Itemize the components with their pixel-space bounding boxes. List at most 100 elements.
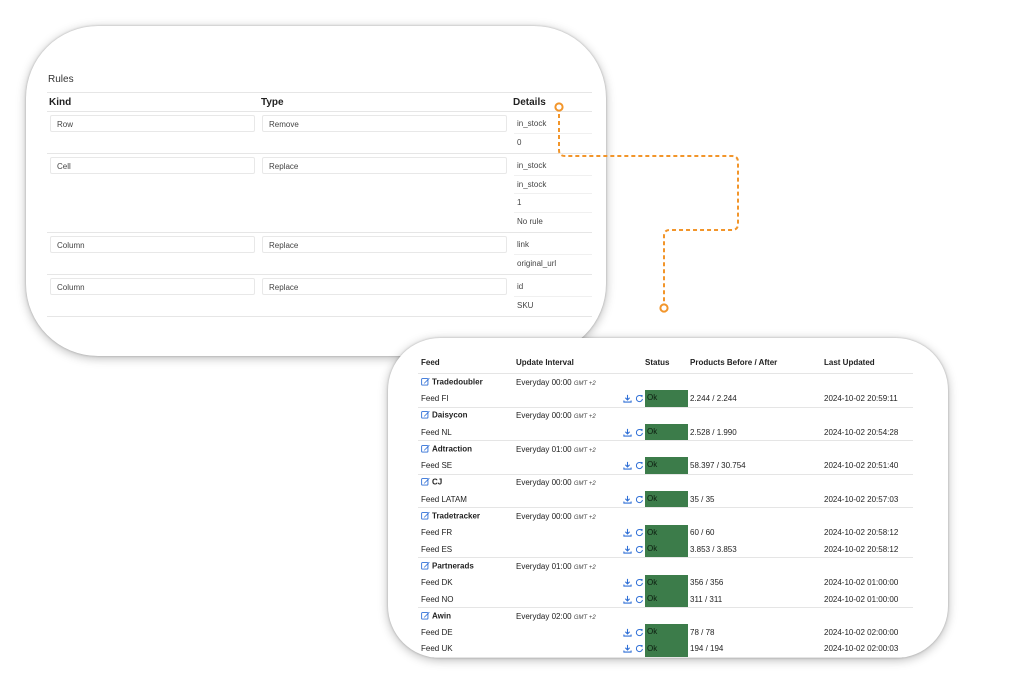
network-name-cell: CJ <box>418 477 516 488</box>
rule-row: Column Replace link original_url <box>47 233 592 275</box>
network-name[interactable]: Adtraction <box>432 444 472 454</box>
refresh-icon[interactable] <box>634 393 644 403</box>
rule-detail-value: SKU <box>517 300 534 310</box>
feed-actions <box>619 544 645 554</box>
feeds-panel: Feed Update Interval Status Products Bef… <box>388 338 948 658</box>
feed-name: Feed UK <box>421 644 453 654</box>
refresh-icon[interactable] <box>634 578 644 588</box>
network-row: Tradetracker Everyday 00:00 GMT +2 <box>418 508 913 524</box>
rule-details: id SKU <box>511 278 592 314</box>
network-name[interactable]: Daisycon <box>432 410 468 420</box>
update-interval-time: Everyday 00:00 <box>516 478 572 488</box>
network-name-cell: Adtraction <box>418 444 516 455</box>
rule-type-field[interactable]: Remove <box>262 115 507 132</box>
download-icon[interactable] <box>622 461 632 471</box>
header-status: Status <box>645 357 670 367</box>
refresh-icon[interactable] <box>634 544 644 554</box>
network-name-cell: Tradetracker <box>418 511 516 522</box>
feed-row: Feed FI Ok 2.244 / 2.244 2024-10-02 20:59:1… <box>418 390 913 408</box>
network-name-cell: Tradedoubler <box>418 377 516 388</box>
edit-icon[interactable] <box>421 561 430 572</box>
refresh-icon[interactable] <box>634 644 644 654</box>
edit-icon[interactable] <box>421 611 430 622</box>
network-name[interactable]: Partnerads <box>432 561 474 571</box>
feeds-body: Tradedoubler Everyday 00:00 GMT +2 Feed FI… <box>418 374 913 658</box>
download-icon[interactable] <box>622 628 632 638</box>
network-name-cell: Awin <box>418 611 516 622</box>
refresh-icon[interactable] <box>634 528 644 538</box>
rules-table: Kind Type Details Row Remove in_stock 0 Cell… <box>47 92 592 317</box>
feed-row: Feed SE Ok 58.397 / 30.754 2024-10-02 20:51… <box>418 457 913 475</box>
feed-row: Feed NL Ok 2.528 / 1.990 2024-10-02 20:54:2… <box>418 423 913 442</box>
status-badge: Ok <box>645 624 688 641</box>
edit-icon[interactable] <box>421 511 430 522</box>
status-badge: Ok <box>645 590 688 608</box>
header-update-interval: Update Interval <box>516 357 574 367</box>
feed-actions <box>619 578 645 588</box>
rule-row: Column Replace id SKU <box>47 275 592 317</box>
rule-type-field[interactable]: Replace <box>262 157 507 174</box>
rule-type-field[interactable]: Replace <box>262 236 507 253</box>
refresh-icon[interactable] <box>634 494 644 504</box>
timezone-label: GMT +2 <box>573 380 596 387</box>
feed-actions <box>619 427 645 437</box>
header-kind: Kind <box>49 96 72 108</box>
update-interval: Everyday 02:00 GMT +2 <box>516 612 619 621</box>
products-count: 2.528 / 1.990 <box>690 427 737 437</box>
last-updated: 2024-10-02 20:59:11 <box>824 393 898 403</box>
last-updated: 2024-10-02 01:00:00 <box>824 578 899 588</box>
last-updated: 2024-10-02 20:51:40 <box>824 461 899 471</box>
rule-type-field[interactable]: Replace <box>262 278 507 295</box>
rule-kind-field[interactable]: Row <box>50 115 255 132</box>
last-updated: 2024-10-02 02:00:03 <box>824 644 899 654</box>
network-name[interactable]: Awin <box>432 611 451 621</box>
feed-row: Feed LATAM Ok 35 / 35 2024-10-02 20:57:03 <box>418 491 913 509</box>
update-interval: Everyday 00:00 GMT +2 <box>516 478 619 487</box>
edit-icon[interactable] <box>421 410 430 421</box>
download-icon[interactable] <box>622 644 632 654</box>
feed-name: Feed LATAM <box>421 494 467 504</box>
download-icon[interactable] <box>622 578 632 588</box>
update-interval-time: Everyday 00:00 <box>516 377 572 387</box>
download-icon[interactable] <box>622 528 632 538</box>
refresh-icon[interactable] <box>634 427 644 437</box>
rule-details: in_stock 0 <box>511 115 592 151</box>
feed-name: Feed FI <box>421 393 449 403</box>
update-interval: Everyday 00:00 GMT +2 <box>516 378 619 387</box>
rule-kind-field[interactable]: Column <box>50 236 255 253</box>
edit-icon[interactable] <box>421 444 430 455</box>
refresh-icon[interactable] <box>634 594 644 604</box>
refresh-icon[interactable] <box>634 628 644 638</box>
rule-detail-value: 1 <box>514 194 592 213</box>
feeds-header-row: Feed Update Interval Status Products Bef… <box>418 351 913 374</box>
products-count: 3.853 / 3.853 <box>690 544 737 554</box>
rules-title: Rules <box>48 74 74 85</box>
products-count: 58.397 / 30.754 <box>690 461 746 471</box>
download-icon[interactable] <box>622 544 632 554</box>
download-icon[interactable] <box>622 494 632 504</box>
status-badge: Ok <box>645 457 688 474</box>
products-count: 78 / 78 <box>690 628 715 638</box>
network-row: Daisycon Everyday 00:00 GMT +2 <box>418 408 913 424</box>
rule-kind-field[interactable]: Column <box>50 278 255 295</box>
rule-kind-field[interactable]: Cell <box>50 157 255 174</box>
download-icon[interactable] <box>622 594 632 604</box>
refresh-icon[interactable] <box>634 461 644 471</box>
feed-actions <box>619 494 645 504</box>
rule-detail-value: id <box>514 278 592 297</box>
last-updated: 2024-10-02 02:00:00 <box>824 628 899 638</box>
feed-name: Feed DE <box>421 628 453 638</box>
timezone-label: GMT +2 <box>573 515 596 522</box>
download-icon[interactable] <box>622 393 632 403</box>
status-badge: Ok <box>645 640 688 658</box>
timezone-label: GMT +2 <box>573 447 596 454</box>
network-name[interactable]: Tradedoubler <box>432 377 483 387</box>
edit-icon[interactable] <box>421 377 430 388</box>
feed-row: Feed DE Ok 78 / 78 2024-10-02 02:00:00 <box>418 624 913 641</box>
edit-icon[interactable] <box>421 477 430 488</box>
network-name[interactable]: Tradetracker <box>432 511 481 521</box>
network-name[interactable]: CJ <box>432 478 443 488</box>
rule-detail-value: link <box>514 236 592 255</box>
rule-detail-value: original_url <box>517 258 557 268</box>
download-icon[interactable] <box>622 427 632 437</box>
